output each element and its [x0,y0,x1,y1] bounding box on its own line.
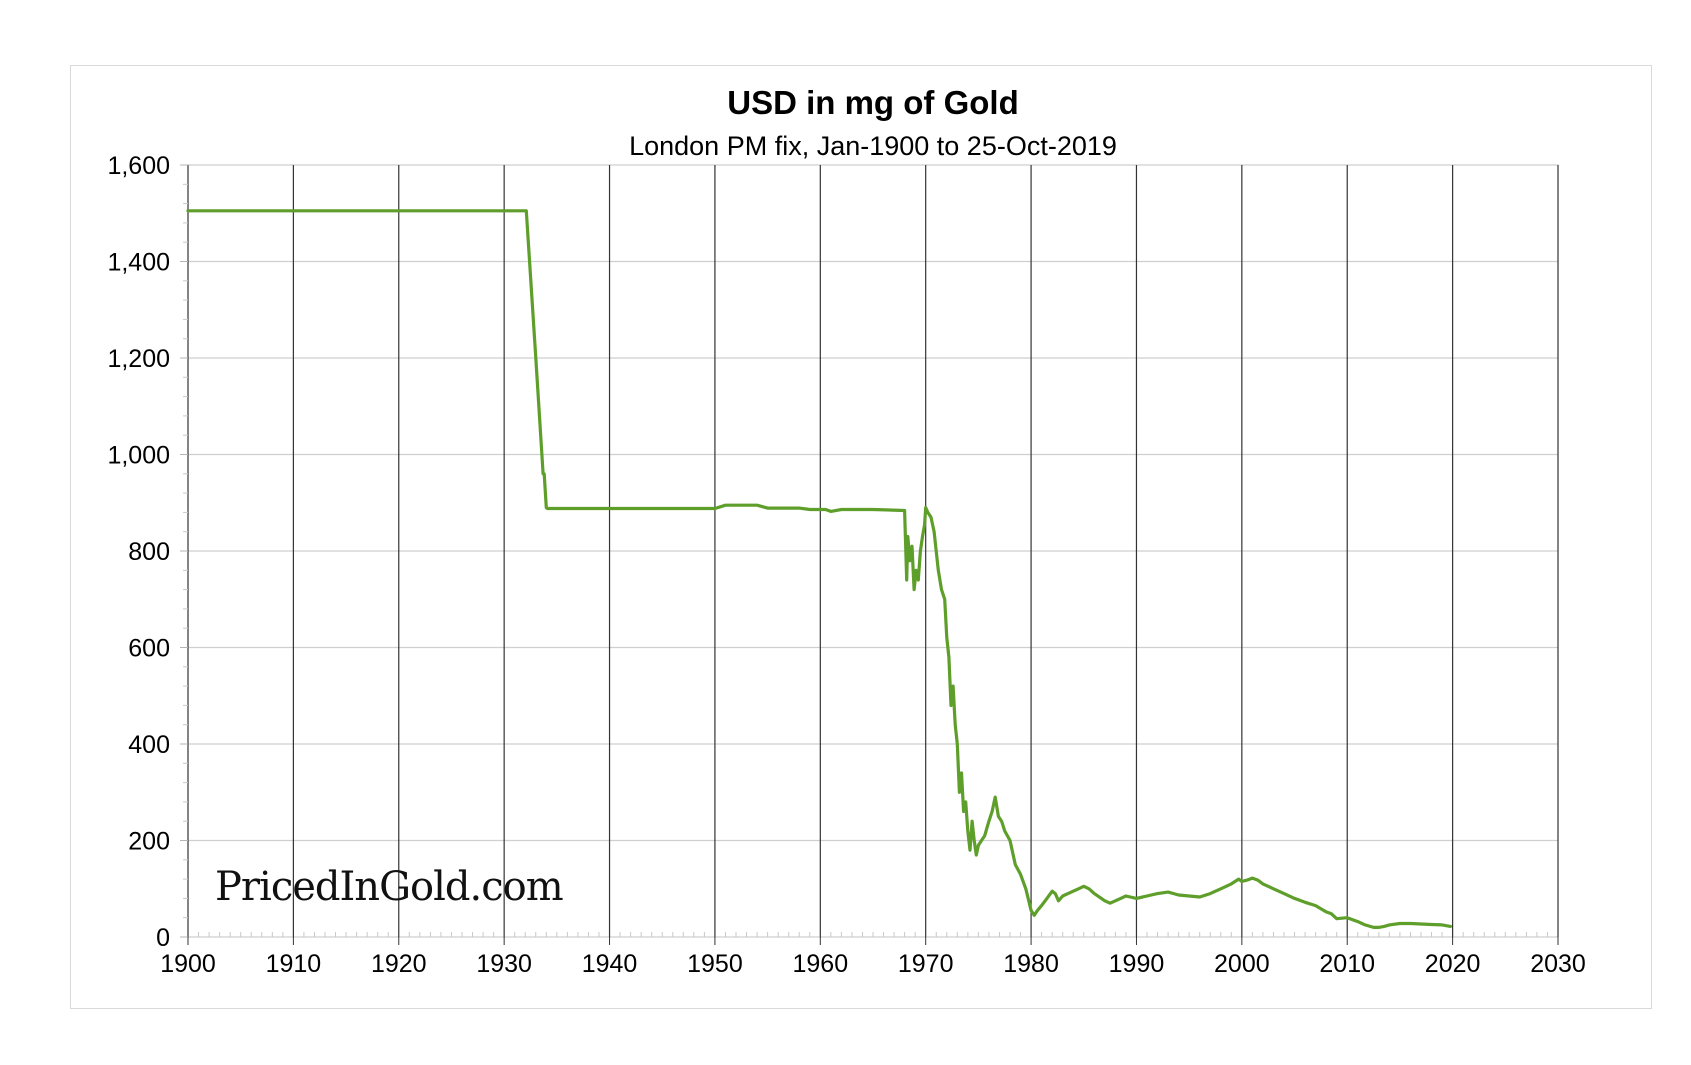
y-tick-label: 800 [128,538,170,566]
grid [187,164,1559,938]
x-tick-label: 1970 [898,950,954,978]
x-tick-label: 1960 [792,950,848,978]
x-tick-label: 1930 [476,950,532,978]
y-tick-label: 200 [128,828,170,856]
x-tick-label: 1920 [371,950,427,978]
y-tick-label: 0 [156,924,170,952]
series-line [186,209,1453,930]
y-tick-label: 1,000 [107,442,170,470]
watermark: PricedInGold.com [215,864,563,910]
x-tick-label: 2020 [1425,950,1481,978]
y-tick-label: 1,600 [107,152,170,180]
series-group [186,209,1453,930]
x-tick-label: 2010 [1319,950,1375,978]
x-tick-label: 2030 [1530,950,1586,978]
x-axis: 1900 1910 1920 1930 1940 1950 1960 1970 1980 1990… [160,932,1586,978]
y-tick-label: 600 [128,635,170,663]
x-tick-label: 1940 [582,950,638,978]
y-tick-label: 1,200 [107,345,170,373]
y-tick-label: 400 [128,731,170,759]
x-tick-label: 1910 [266,950,322,978]
y-axis: 0 200 400 600 800 1,000 1,200 1,400 1,600 [107,152,188,952]
x-tick-label: 1950 [687,950,743,978]
x-tick-label: 1990 [1109,950,1165,978]
y-tick-label: 1,400 [107,249,170,277]
x-tick-label: 1980 [1003,950,1059,978]
x-tick-label: 2000 [1214,950,1270,978]
chart-frame [70,65,1652,1009]
chart-title: USD in mg of Gold [727,84,1018,121]
x-tick-label: 1900 [160,950,216,978]
chart-subtitle: London PM fix, Jan-1900 to 25-Oct-2019 [629,131,1117,161]
